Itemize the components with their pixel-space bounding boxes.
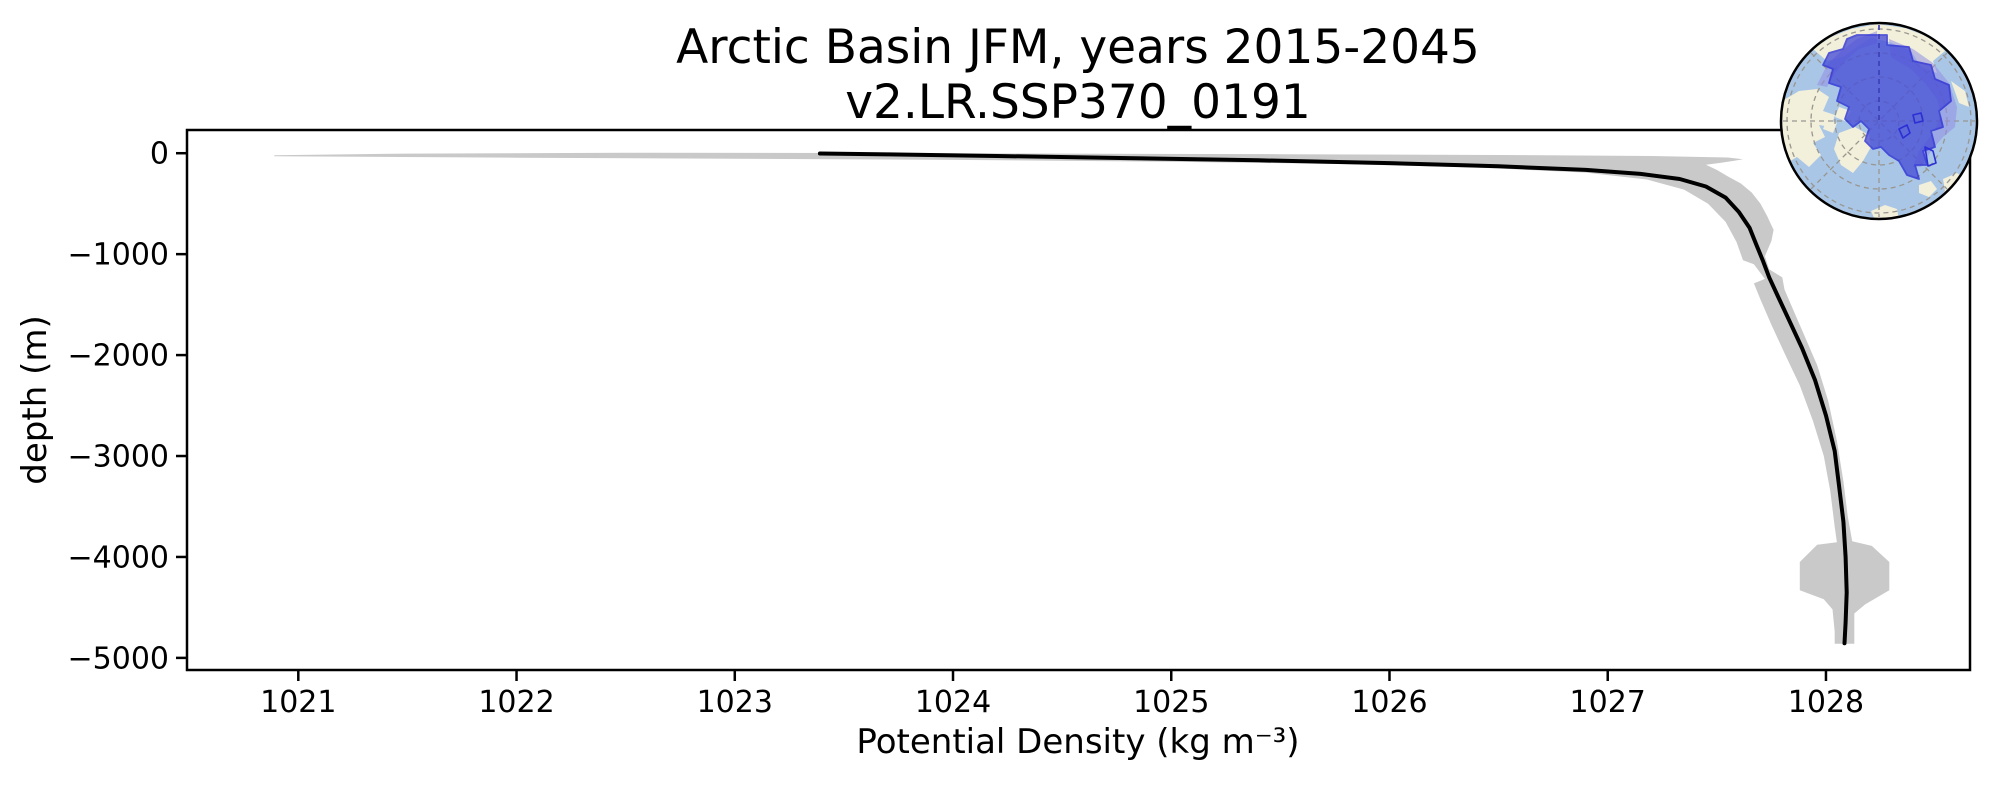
x-tick-label: 1028 <box>1788 685 1864 720</box>
x-tick-label: 1026 <box>1351 685 1427 720</box>
inset-island-coastlines <box>1898 112 1937 167</box>
inset-globe-border <box>1779 21 1979 221</box>
y-axis: 0 −1000 −2000 −3000 −4000 −5000 <box>68 137 187 676</box>
x-tick-label: 1027 <box>1570 685 1646 720</box>
x-axis-label: Potential Density (kg m⁻³) <box>856 722 1299 762</box>
y-tick-label: −4000 <box>68 540 169 575</box>
arctic-inset-map <box>1779 21 1979 221</box>
density-profile-line <box>817 151 1849 646</box>
x-tick-label: 1023 <box>697 685 773 720</box>
x-axis: 1021 1022 1023 1024 1025 1026 1027 1028 <box>260 670 1864 720</box>
plot-area <box>185 128 1972 672</box>
y-tick-label: −2000 <box>68 339 169 374</box>
x-tick-label: 1022 <box>478 685 554 720</box>
x-tick-label: 1024 <box>915 685 991 720</box>
y-tick-label: −1000 <box>68 238 169 273</box>
chart-title-line2: v2.LR.SSP370_0191 <box>845 75 1311 130</box>
chart-title-line1: Arctic Basin JFM, years 2015-2045 <box>676 20 1480 75</box>
x-tick-label: 1021 <box>260 685 336 720</box>
x-tick-label: 1025 <box>1133 685 1209 720</box>
y-axis-label: depth (m) <box>15 315 55 484</box>
y-tick-label: 0 <box>150 137 169 172</box>
y-tick-label: −3000 <box>68 440 169 475</box>
axes-frame <box>185 128 1972 672</box>
inset-basin-region <box>1822 34 1952 180</box>
y-tick-label: −5000 <box>68 641 169 676</box>
spread-band <box>274 152 1890 644</box>
